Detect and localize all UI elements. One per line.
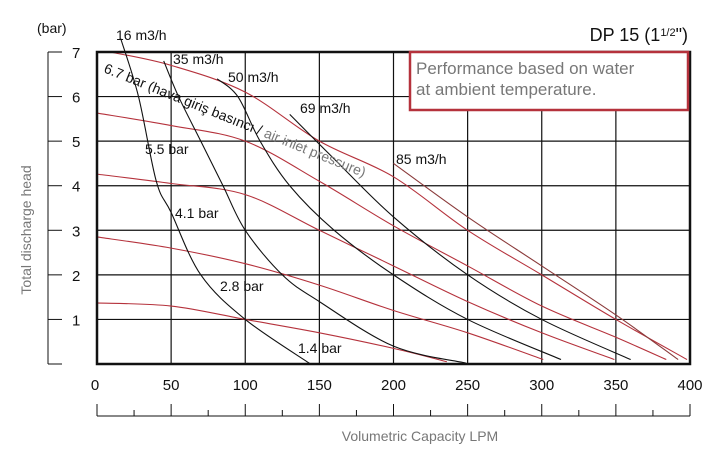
label-2-8-bar: 2.8 bar bbox=[220, 278, 264, 294]
y-tick-label: 3 bbox=[72, 223, 80, 240]
x-axis: 0 50 100 150 200 250 300 350 400 bbox=[91, 377, 703, 417]
y-tick-label: 2 bbox=[72, 268, 80, 285]
label-35-m3h: 35 m3/h bbox=[173, 51, 224, 67]
y-tick-label: 6 bbox=[72, 90, 80, 107]
x-tick-label: 100 bbox=[233, 377, 258, 394]
x-tick-label: 400 bbox=[677, 377, 702, 394]
x-tick-label: 350 bbox=[603, 377, 628, 394]
x-tick-label: 150 bbox=[307, 377, 332, 394]
plot-border bbox=[95, 50, 692, 366]
x-tick-label: 300 bbox=[529, 377, 554, 394]
curves bbox=[96, 38, 688, 365]
y-tick-label: 5 bbox=[72, 134, 80, 151]
flow-curve-69-m3-h bbox=[289, 114, 631, 361]
label-4-1-bar: 4.1 bar bbox=[175, 205, 219, 221]
flow-curve-16-m3-h bbox=[120, 38, 311, 365]
y-tick-label: 7 bbox=[72, 45, 80, 62]
x-tick-label: 0 bbox=[91, 377, 99, 394]
pressure-curve-2-8-bar bbox=[96, 236, 544, 361]
label-69-m3h: 69 m3/h bbox=[300, 100, 351, 116]
label-1-4-bar: 1.4 bar bbox=[298, 340, 342, 356]
y-tick-label: 1 bbox=[72, 312, 80, 329]
pressure-curve-4-1-bar bbox=[96, 173, 615, 361]
x-tick-label: 50 bbox=[163, 377, 180, 394]
label-5-5-bar: 5.5 bar bbox=[145, 141, 189, 157]
y-unit-label: (bar) bbox=[37, 20, 67, 36]
x-axis-title: Volumetric Capacity LPM bbox=[342, 428, 498, 444]
flow-curve-85-m3-h bbox=[393, 162, 679, 360]
label-85-m3h: 85 m3/h bbox=[396, 151, 447, 167]
y-axis-title: Total discharge head bbox=[18, 165, 34, 294]
pressure-curve-5-5-bar bbox=[96, 112, 667, 361]
flow-curve-35-m3-h bbox=[163, 60, 467, 364]
x-tick-label: 250 bbox=[455, 377, 480, 394]
y-axis: 1 2 3 4 5 6 7 bbox=[47, 45, 80, 365]
note-line-2: at ambient temperature. bbox=[416, 80, 596, 99]
flow-curve-50-m3-h bbox=[216, 78, 562, 361]
label-50-m3h: 50 m3/h bbox=[228, 69, 279, 85]
chart-title: DP 15 (11/2") bbox=[590, 25, 688, 45]
x-tick-label: 200 bbox=[381, 377, 406, 394]
note-box bbox=[408, 50, 690, 112]
pressure-curve-6-7-bar bbox=[110, 51, 688, 361]
note-line-1: Performance based on water bbox=[416, 59, 635, 78]
label-16-m3h: 16 m3/h bbox=[116, 27, 167, 43]
pressure-curve-1-4-bar bbox=[96, 302, 448, 363]
y-tick-label: 4 bbox=[72, 179, 80, 196]
